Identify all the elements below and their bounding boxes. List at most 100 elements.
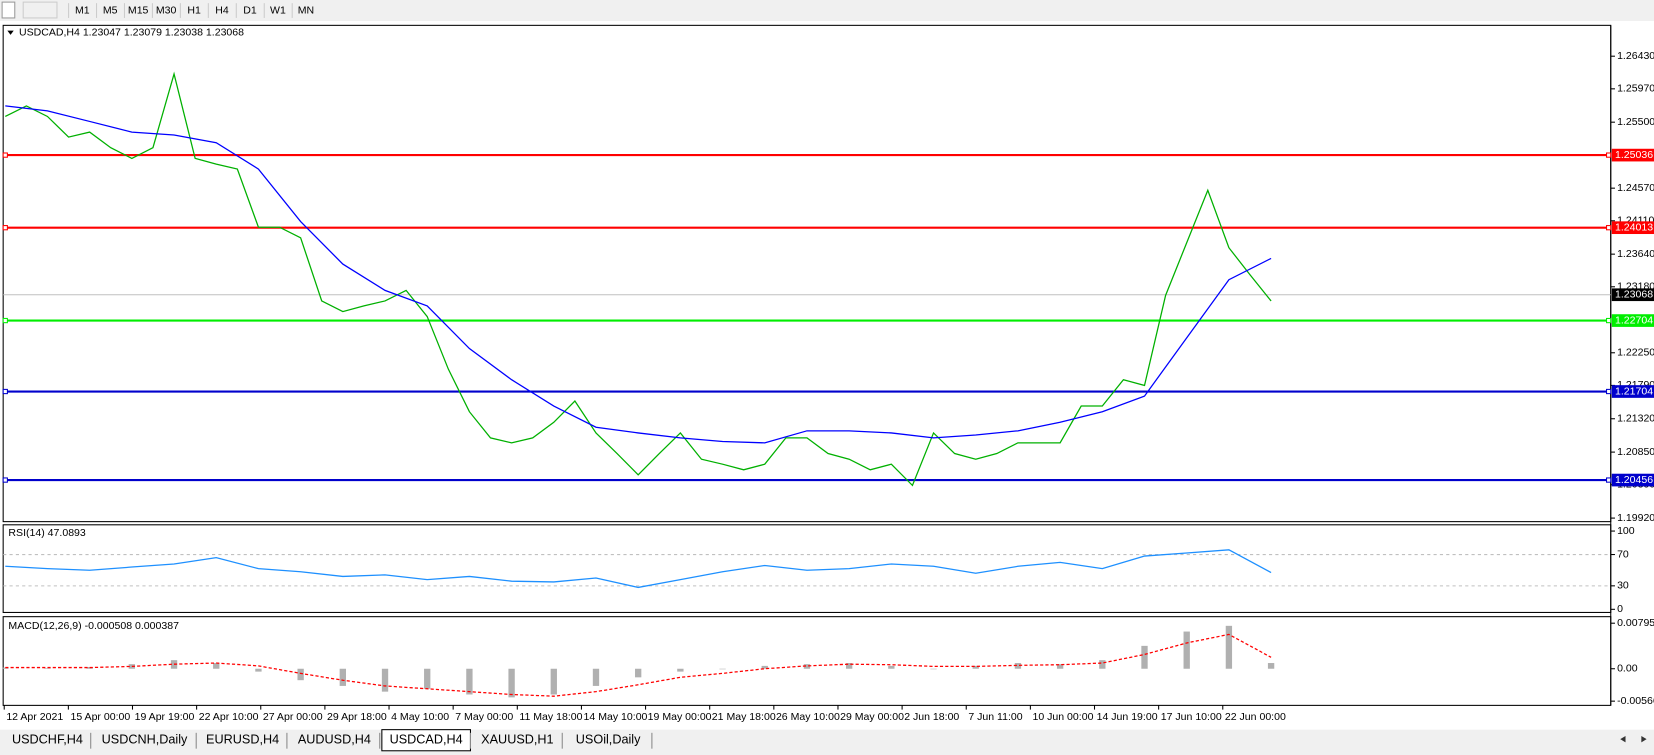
- histogram-bar: [339, 668, 346, 686]
- tab-bar: [0, 729, 1654, 755]
- x-tick-label: 26 May 10:00: [776, 711, 840, 723]
- y-tick-label: 100: [1617, 525, 1635, 537]
- histogram-bar: [719, 668, 726, 670]
- x-tick-label: 4 May 10:00: [391, 711, 449, 723]
- y-tick-label: 1.25500: [1617, 116, 1654, 128]
- histogram-bar: [761, 665, 768, 669]
- toolbar-icon[interactable]: [22, 1, 58, 19]
- y-tick-label: 70: [1617, 548, 1629, 560]
- y-tick-label: 1.19920: [1617, 512, 1654, 524]
- macd-title: MACD(12,26,9) -0.000508 0.000387: [8, 620, 179, 632]
- timeframe-button[interactable]: H4: [215, 4, 229, 16]
- level-handle[interactable]: [1606, 317, 1612, 324]
- tab[interactable]: USOil,Daily: [576, 733, 641, 747]
- series-line: [5, 633, 1272, 697]
- rsi-title: RSI(14) 47.0893: [8, 527, 85, 539]
- level-label: 1.24013: [1615, 221, 1653, 233]
- histogram-bar: [550, 668, 557, 695]
- level-label: 1.22704: [1615, 314, 1653, 326]
- collapse-arrow[interactable]: [7, 30, 14, 35]
- y-tick-label: 1.21320: [1617, 413, 1654, 425]
- level-handle[interactable]: [2, 388, 8, 395]
- level-label-bg: [1611, 221, 1654, 235]
- level-handle[interactable]: [1606, 152, 1612, 158]
- histogram-bar: [508, 668, 515, 698]
- y-tick-label: 0: [1617, 603, 1623, 615]
- level-label: 1.21704: [1615, 385, 1653, 397]
- x-tick-label: 7 May 00:00: [455, 711, 513, 723]
- x-tick-label: 2 Jun 18:00: [904, 711, 959, 723]
- y-tick-label: 1.20850: [1617, 446, 1654, 458]
- series-line: [5, 549, 1272, 589]
- histogram-bar: [213, 663, 220, 669]
- histogram-bar: [1267, 663, 1275, 669]
- histogram-bar: [845, 663, 853, 669]
- timeframe-button[interactable]: M5: [103, 4, 118, 16]
- histogram-bar: [888, 665, 895, 669]
- histogram-bar: [381, 668, 389, 692]
- histogram-bar: [1183, 631, 1190, 669]
- level-handle[interactable]: [1606, 477, 1612, 483]
- series-line: [4, 71, 1272, 487]
- x-tick-label: 22 Jun 00:00: [1225, 711, 1286, 723]
- histogram-bar: [44, 668, 51, 669]
- level-handle[interactable]: [1606, 225, 1612, 231]
- histogram-bar: [466, 668, 473, 695]
- timeframe-button[interactable]: M30: [156, 4, 177, 16]
- x-tick-label: 19 May 00:00: [648, 711, 712, 723]
- y-tick-label: 0.007959: [1617, 617, 1654, 629]
- y-tick-label: 1.25970: [1617, 83, 1654, 95]
- y-tick-label: 0.00: [1617, 663, 1638, 675]
- timeframe-button[interactable]: M1: [75, 4, 90, 16]
- level-handle[interactable]: [2, 152, 8, 158]
- toolbar-icon[interactable]: [1, 1, 16, 19]
- level-handle[interactable]: [2, 317, 8, 324]
- histogram-bar: [930, 668, 937, 670]
- toolbar: [0, 0, 1654, 22]
- tab-scroll[interactable]: [1620, 735, 1647, 743]
- y-tick-label: 30: [1617, 580, 1629, 592]
- timeframe-button[interactable]: W1: [270, 4, 286, 16]
- tab[interactable]: XAUUSD,H1: [481, 733, 553, 747]
- histogram-bar: [1099, 660, 1106, 669]
- tab[interactable]: USDCNH,Daily: [102, 733, 188, 747]
- timeframe-button[interactable]: H1: [187, 4, 201, 16]
- y-tick-label: 1.23640: [1617, 248, 1654, 260]
- x-tick-label: 14 Jun 19:00: [1097, 711, 1158, 723]
- histogram-bar: [972, 665, 979, 669]
- level-handle[interactable]: [2, 477, 8, 483]
- price-title: USDCAD,H4 1.23047 1.23079 1.23038 1.2306…: [19, 27, 244, 39]
- x-tick-label: 14 May 10:00: [584, 711, 648, 723]
- x-tick-label: 21 May 18:00: [712, 711, 776, 723]
- tab[interactable]: EURUSD,H4: [206, 733, 279, 747]
- x-tick-label: 22 Apr 10:00: [199, 711, 259, 723]
- histogram-bar: [1225, 625, 1233, 669]
- histogram-bar: [1014, 663, 1022, 669]
- tab[interactable]: AUDUSD,H4: [298, 733, 371, 747]
- y-tick-label: 1.26430: [1617, 50, 1654, 62]
- tab[interactable]: USDCHF,H4: [12, 733, 83, 747]
- x-tick-label: 7 Jun 11:00: [968, 711, 1022, 723]
- level-handle[interactable]: [1606, 388, 1612, 395]
- histogram-bar: [1141, 645, 1148, 669]
- y-tick-label: 1.22250: [1617, 347, 1654, 359]
- timeframe-button[interactable]: D1: [243, 4, 257, 16]
- x-tick-label: 29 Apr 18:00: [327, 711, 387, 723]
- x-tick-label: 10 Jun 00:00: [1032, 711, 1093, 723]
- level-label: 1.25036: [1615, 149, 1653, 161]
- histogram-bar: [255, 668, 262, 672]
- level-label-bg: [1611, 385, 1654, 398]
- histogram-bar: [424, 668, 431, 689]
- histogram-bar: [635, 668, 642, 678]
- x-tick-label: 15 Apr 00:00: [70, 711, 130, 723]
- level-label-bg: [1611, 148, 1654, 162]
- timeframe-button[interactable]: M15: [128, 4, 149, 16]
- timeframe-button[interactable]: MN: [298, 4, 314, 16]
- level-handle[interactable]: [2, 225, 8, 231]
- histogram-bar: [86, 667, 93, 669]
- level-label: 1.20456: [1615, 474, 1653, 486]
- histogram-bar: [1056, 664, 1064, 669]
- tab[interactable]: USDCAD,H4: [390, 733, 463, 747]
- x-tick-label: 11 May 18:00: [519, 711, 582, 723]
